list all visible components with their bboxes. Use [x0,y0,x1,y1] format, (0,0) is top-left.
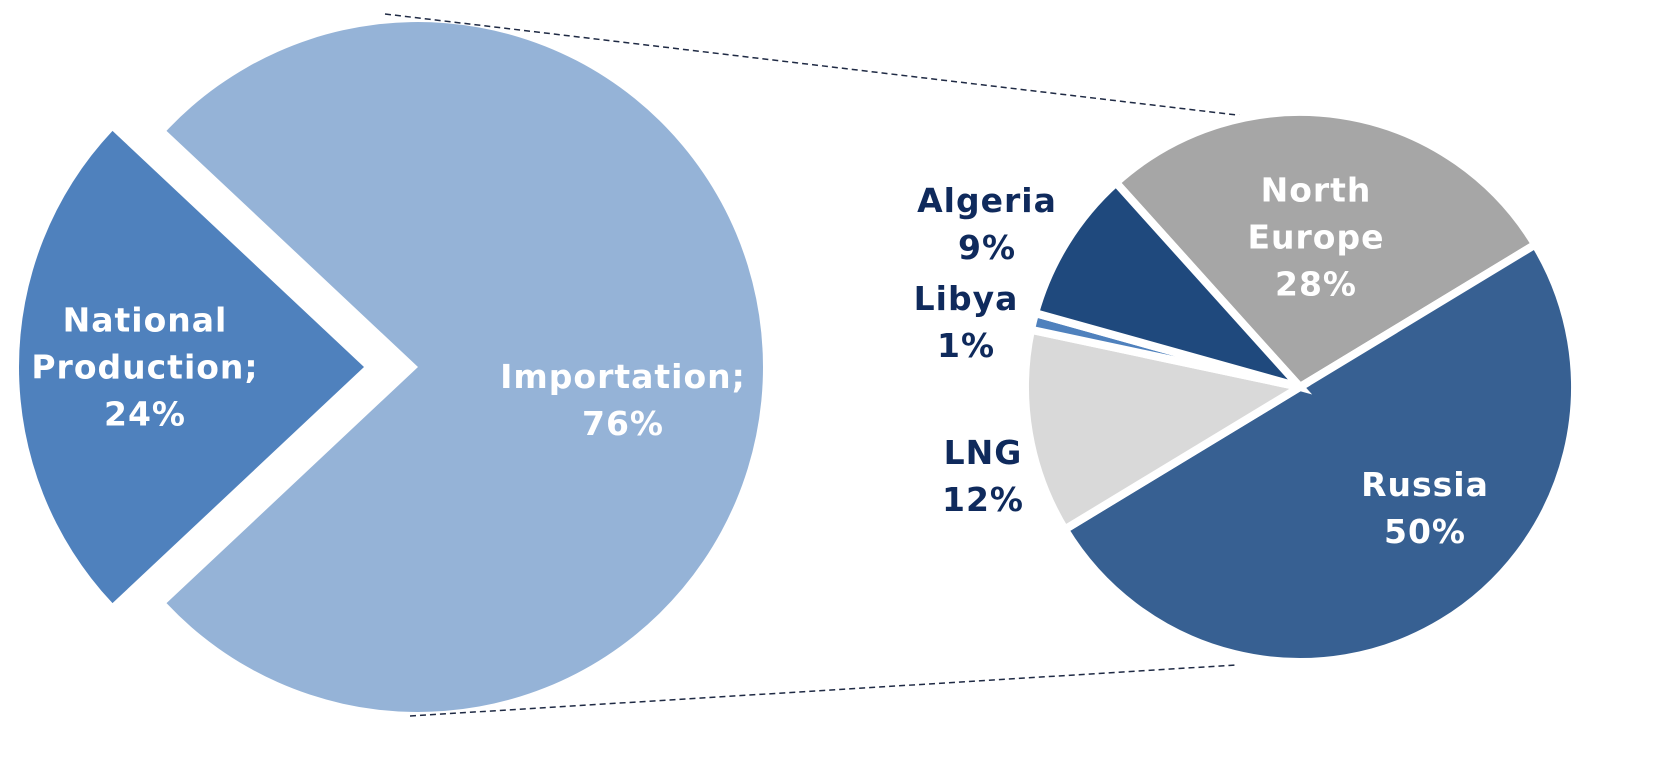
slice-label: Russia 50% [1325,461,1525,555]
pie-slice [166,22,763,713]
slice-name: National Production; [31,300,259,387]
slice-name: North Europe [1247,170,1385,257]
slice-value: 12% [942,480,1024,519]
slice-label: LNG 12% [908,429,1058,523]
slice-name: LNG [943,433,1023,472]
slice-label: North Europe 28% [1236,167,1396,308]
pie-slice [1059,239,1580,666]
slice-value: 9% [957,228,1017,267]
slice-name: Russia [1361,465,1489,504]
slice-value: 24% [104,394,186,434]
slice-value: 28% [1275,264,1357,304]
slice-name: Libya [913,279,1019,318]
slice-value: 50% [1384,512,1466,551]
slice-label: National Production; 24% [20,297,270,438]
slice-label: Libya 1% [891,275,1041,369]
slice-value: 1% [936,326,996,365]
connector-line [384,13,1263,119]
pie-slice [18,130,365,604]
slice-value: 76% [582,404,664,443]
slice-name: Algeria [917,181,1057,220]
pie-slice [1021,325,1311,535]
pie-slice [1110,107,1541,393]
pie-slice [1030,176,1313,395]
connector-line [409,664,1237,717]
slice-name: Importation; [500,357,746,396]
slice-label: Importation; 76% [473,353,773,447]
slice-label: Algeria 9% [907,177,1067,271]
